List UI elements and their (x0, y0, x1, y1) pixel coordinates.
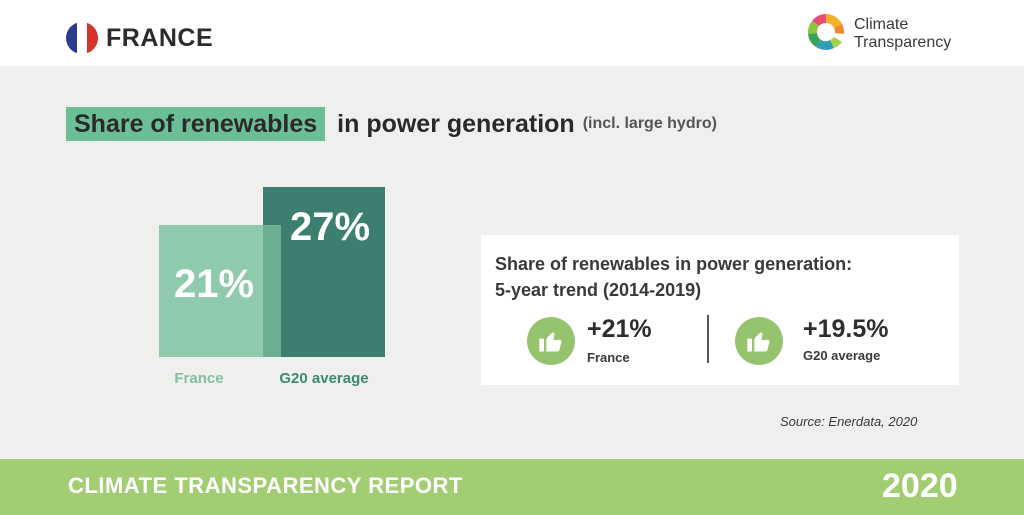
trend-value-france: +21% (587, 315, 652, 343)
trend-panel: Share of renewables in power generation:… (481, 235, 959, 385)
trend-title-line-2: 5-year trend (2014-2019) (495, 280, 702, 300)
source-note: Source: Enerdata, 2020 (780, 414, 918, 429)
divider (707, 315, 709, 363)
climate-transparency-logo-icon (807, 14, 845, 50)
trend-label-g20: G20 average (803, 348, 881, 363)
value-label-g20: 27% (289, 205, 371, 249)
title-highlight: Share of renewables (66, 107, 326, 141)
trend-title: Share of renewables in power generation:… (495, 251, 852, 303)
page-title: Share of renewables in power generation … (66, 107, 717, 141)
country-name: FRANCE (106, 24, 214, 52)
category-label-france: France (174, 370, 224, 387)
thumbs-up-icon (735, 317, 783, 365)
title-rest: in power generation (337, 109, 575, 138)
value-label-france: 21% (173, 262, 255, 306)
trend-value-g20: +19.5% (803, 315, 889, 343)
bar-france (159, 225, 281, 357)
logo-line-1: Climate (854, 16, 909, 33)
france-flag-icon (66, 22, 98, 54)
category-label-g20: G20 average (279, 370, 369, 387)
thumbs-up-icon (527, 317, 575, 365)
trend-title-line-1: Share of renewables in power generation: (495, 254, 853, 274)
header: FRANCE Climate Transparency (0, 0, 1024, 66)
logo-line-2: Transparency (854, 34, 952, 51)
footer-year: 2020 (882, 467, 958, 505)
logo-text: Climate Transparency (854, 16, 951, 52)
bar-overlap (263, 225, 281, 357)
title-note: (incl. large hydro) (582, 115, 717, 132)
bar-g20-average (263, 187, 385, 357)
footer: CLIMATE TRANSPARENCY REPORT 2020 (0, 459, 1024, 515)
trend-label-france: France (587, 350, 630, 365)
footer-report-title: CLIMATE TRANSPARENCY REPORT (68, 473, 463, 498)
